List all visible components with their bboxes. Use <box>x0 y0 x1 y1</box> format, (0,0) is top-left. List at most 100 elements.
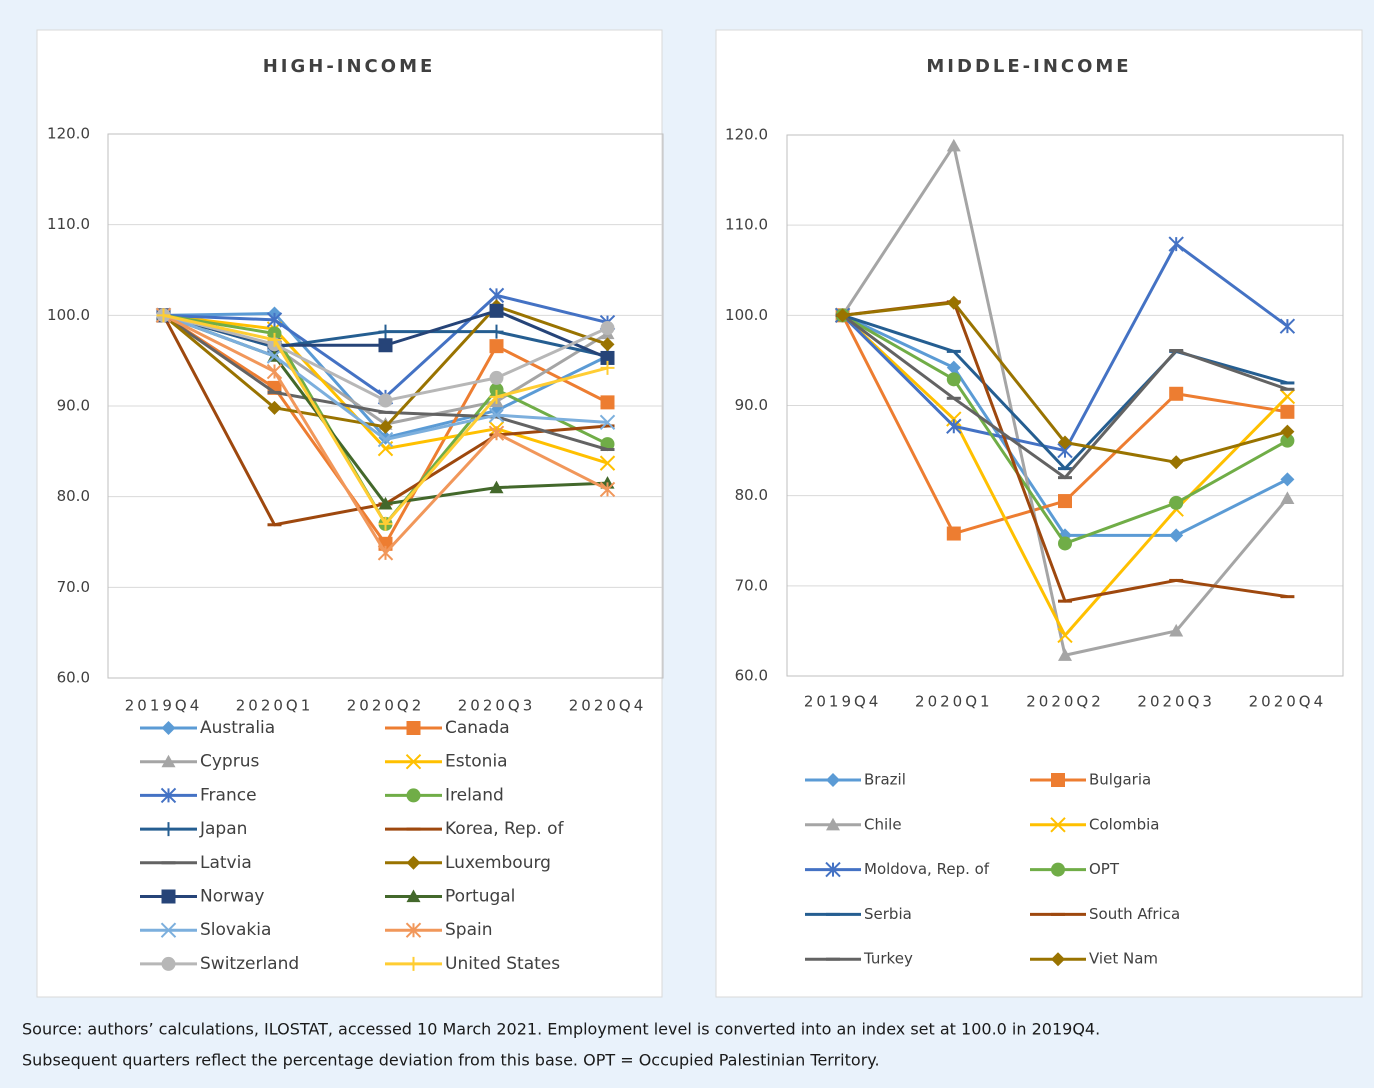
chart-title: HIGH-INCOME <box>263 56 436 77</box>
legend-marker <box>405 922 422 938</box>
legend-label: Moldova, Rep. of <box>864 860 990 878</box>
data-point <box>1279 388 1296 405</box>
legend-label: Spain <box>445 920 493 940</box>
data-point <box>946 372 961 387</box>
legend-marker <box>1051 773 1065 787</box>
y-tick-label: 120.0 <box>725 126 768 144</box>
x-tick-label: 2020Q3 <box>1137 693 1215 711</box>
legend-label: Cyprus <box>200 752 259 772</box>
y-tick-label: 120.0 <box>47 125 90 143</box>
data-point <box>378 419 393 434</box>
legend-marker <box>161 889 176 904</box>
x-tick-label: 2020Q4 <box>1249 693 1327 711</box>
legend-marker <box>161 721 176 735</box>
data-point <box>1169 528 1184 543</box>
data-point <box>488 425 505 441</box>
legend-label: Bulgaria <box>1089 771 1151 789</box>
y-tick-label: 80.0 <box>735 486 768 504</box>
legend-label: Canada <box>445 718 510 738</box>
legend-label: South Africa <box>1089 905 1180 923</box>
data-point <box>1280 424 1295 439</box>
data-point <box>946 295 961 310</box>
data-point <box>267 332 282 347</box>
data-point <box>1280 404 1295 419</box>
y-tick-label: 100.0 <box>47 306 90 324</box>
y-tick-label: 60.0 <box>735 667 768 685</box>
data-point <box>835 308 850 323</box>
chart-title: MIDDLE-INCOME <box>926 56 1131 77</box>
data-point <box>1058 536 1072 551</box>
data-point <box>1169 623 1184 637</box>
legend-label: Viet Nam <box>1089 950 1158 968</box>
data-point <box>1280 472 1295 487</box>
legend-label: Serbia <box>864 905 912 923</box>
legend-marker <box>825 861 841 878</box>
data-point <box>378 338 393 353</box>
legend-marker <box>161 956 176 971</box>
plot-frame <box>107 133 664 679</box>
data-point <box>489 303 504 318</box>
data-point <box>266 312 283 328</box>
x-tick-label: 2020Q2 <box>347 697 425 715</box>
legend-marker <box>160 922 177 938</box>
legend-label: Chile <box>864 815 902 833</box>
legend-marker <box>406 721 421 735</box>
data-point <box>600 395 615 410</box>
data-point <box>946 526 961 541</box>
legend-label: Japan <box>199 819 247 839</box>
legend-marker <box>826 817 840 831</box>
legend-label: Norway <box>200 887 265 907</box>
data-point <box>1058 648 1072 661</box>
legend-label: Brazil <box>864 771 906 789</box>
data-point <box>946 138 961 152</box>
data-point <box>600 337 615 352</box>
note: Source: authors’ calculations, ILOSTAT, … <box>22 1020 1100 1039</box>
data-point <box>489 480 504 494</box>
legend-label: France <box>200 785 257 805</box>
legend-marker <box>160 787 177 804</box>
data-point <box>599 455 616 471</box>
legend-marker <box>826 773 840 787</box>
data-point <box>1169 386 1184 401</box>
data-point <box>156 308 171 323</box>
data-point <box>599 481 616 498</box>
plot-frame <box>786 134 1344 677</box>
legend-label: Korea, Rep. of <box>445 819 565 839</box>
data-point <box>266 348 283 364</box>
y-tick-label: 110.0 <box>47 215 90 233</box>
data-point <box>489 382 504 397</box>
legend-label: United States <box>445 954 560 974</box>
data-point <box>378 496 393 510</box>
x-tick-label: 2019Q4 <box>125 697 203 715</box>
y-tick-label: 70.0 <box>57 578 90 596</box>
data-point <box>599 414 616 431</box>
legend-label: Switzerland <box>200 954 299 974</box>
data-point <box>378 393 393 408</box>
legend-label: Portugal <box>445 887 515 907</box>
y-tick-label: 80.0 <box>57 487 90 505</box>
note: Subsequent quarters reflect the percenta… <box>22 1051 880 1070</box>
data-point <box>377 431 394 448</box>
y-tick-label: 100.0 <box>725 306 768 324</box>
legend-marker <box>406 855 421 870</box>
legend-marker <box>405 753 422 770</box>
y-tick-label: 110.0 <box>725 216 768 234</box>
legend-marker <box>406 788 421 803</box>
legend-marker <box>406 956 421 971</box>
panel <box>715 29 1363 998</box>
legend-label: Estonia <box>445 752 508 772</box>
data-point <box>946 418 962 434</box>
x-tick-label: 2020Q2 <box>1026 693 1104 711</box>
legend-label: Australia <box>200 718 275 738</box>
legend-label: Turkey <box>863 950 913 968</box>
x-tick-label: 2020Q1 <box>236 697 314 715</box>
x-tick-label: 2020Q4 <box>569 697 647 715</box>
data-point <box>600 350 615 365</box>
legend-marker <box>161 822 176 837</box>
legend-label: OPT <box>1089 860 1120 878</box>
y-tick-label: 90.0 <box>57 397 90 415</box>
legend-label: Slovakia <box>200 920 271 940</box>
data-point <box>600 321 615 336</box>
